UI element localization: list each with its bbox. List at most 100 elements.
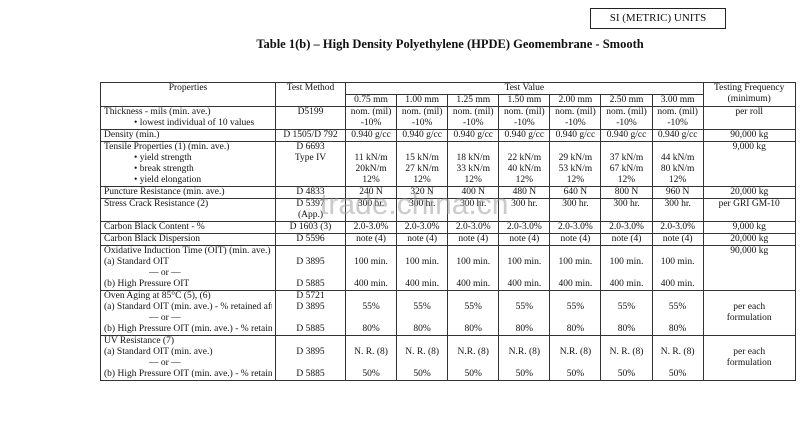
cell-line: 300 hr. xyxy=(511,199,538,209)
method-cell: D 1505/D 792 xyxy=(275,129,346,142)
cell-line: 480 N xyxy=(512,187,537,197)
property-cell: Thickness - mils (min. ave.) • lowest ind… xyxy=(100,106,276,130)
cell-line: nom. (mil) xyxy=(401,107,443,117)
cell-line: note (4) xyxy=(356,234,386,244)
cell-line: N. R. (8) xyxy=(660,347,695,357)
cell-line: 400 min. xyxy=(660,279,695,289)
blank-line xyxy=(707,291,792,302)
cell-line: 12% xyxy=(617,175,636,185)
value-cell: 2.0-3.0% xyxy=(344,221,398,234)
blank-line xyxy=(656,358,700,369)
cell-line: Tensile Properties (1) (min. ave.) xyxy=(104,142,230,152)
frequency-cell: 20,000 kg xyxy=(702,233,796,246)
cell-line: — or — xyxy=(149,268,181,278)
blank-line xyxy=(349,358,393,369)
cell-line: -10% xyxy=(360,118,382,128)
cell-line: (a) Standard OIT (min. ave.) xyxy=(104,347,213,357)
cell-line: 20,000 kg xyxy=(730,187,769,197)
cell-line: D 6693 xyxy=(296,142,325,152)
value-cell: 0.940 g/cc xyxy=(651,129,704,142)
cell-line: D 3895 xyxy=(296,257,325,267)
cell-line: 100 min. xyxy=(609,257,644,267)
cell-line: nom. (mil) xyxy=(452,107,494,117)
cell-line: (a) Standard OIT (min. ave.) - % retaine… xyxy=(104,302,272,312)
method-cell: D 6693 Type IV xyxy=(275,141,346,187)
value-cell: 55% 80% xyxy=(447,290,500,336)
property-cell: UV Resistance (7) (a) Standard OIT (min. … xyxy=(100,335,276,381)
value-cell: 0.940 g/cc xyxy=(344,129,398,142)
value-cell: note (4) xyxy=(344,233,398,246)
cell-line: -10% xyxy=(616,118,637,128)
value-cell: N.R. (8) 50% xyxy=(549,335,602,381)
value-cell: 0.940 g/cc xyxy=(447,129,500,142)
blank-line xyxy=(553,291,597,302)
cell-line: 300 hr. xyxy=(460,199,487,209)
blank-line xyxy=(502,313,546,324)
cell-line: N. R. (8) xyxy=(354,347,388,357)
blank-line xyxy=(400,291,444,302)
value-cell: 960 N xyxy=(651,186,704,199)
thickness-cell: 1.50 mm xyxy=(498,94,551,107)
cell-line: 12% xyxy=(464,175,482,185)
property-cell: Density (min.) xyxy=(100,129,276,142)
cell-line: 400 min. xyxy=(405,279,440,289)
data-row: Carbon Black Content - % D 1603 (3) 2.0-3.… xyxy=(100,221,796,234)
cell-line: per roll xyxy=(735,107,764,117)
value-cell: 300 hr. xyxy=(344,198,398,222)
value-cell: 0.940 g/cc xyxy=(396,129,449,142)
blank-line xyxy=(553,358,597,369)
value-cell: 100 min. 400 min. xyxy=(344,245,398,291)
header-cell: Properties xyxy=(100,82,276,107)
thickness-cell: 0.75 mm xyxy=(344,94,398,107)
cell-line: 80% xyxy=(668,324,687,334)
cell-line: note (4) xyxy=(458,234,489,244)
value-cell: 22 kN/m 40 kN/m 12% xyxy=(498,141,551,187)
cell-line: 12% xyxy=(413,175,431,185)
value-cell: 37 kN/m 67 kN/m 12% xyxy=(600,141,653,187)
cell-line: 800 N xyxy=(614,187,639,197)
data-row: UV Resistance (7) (a) Standard OIT (min. … xyxy=(100,335,796,381)
cell-line: 2.0-3.0% xyxy=(404,222,440,232)
cell-line: 12% xyxy=(362,175,380,185)
cell-line: 9,000 kg xyxy=(732,142,766,152)
data-row: Oven Aging at 85°C (5), (6) (a) Standard … xyxy=(100,290,796,336)
value-cell: 29 kN/m 53 kN/m 12% xyxy=(549,141,602,187)
cell-line: • yield elongation xyxy=(134,175,202,185)
value-cell: note (4) xyxy=(600,233,653,246)
value-cell: N. R. (8) 50% xyxy=(651,335,704,381)
value-cell: N. R. (8) 50% xyxy=(344,335,398,381)
blank-line xyxy=(707,336,792,347)
cell-line: 12% xyxy=(515,175,534,185)
blank-line xyxy=(279,358,342,369)
cell-line: 0.940 g/cc xyxy=(453,130,494,140)
cell-line: 33 kN/m xyxy=(456,164,490,174)
data-row: Thickness - mils (min. ave.) • lowest ind… xyxy=(100,106,796,130)
cell-line: 53 kN/m xyxy=(558,164,593,174)
value-cell: 100 min. 400 min. xyxy=(447,245,500,291)
frequency-cell: per roll xyxy=(702,106,796,130)
method-cell: D 5397 (App.) xyxy=(275,198,346,222)
blank-line xyxy=(553,313,597,324)
blank-line xyxy=(502,358,546,369)
data-row: Density (min.) D 1505/D 792 0.940 g/cc 0.94… xyxy=(100,129,796,142)
value-cell: 800 N xyxy=(600,186,653,199)
cell-line: note (4) xyxy=(509,234,540,244)
cell-line: 2.0-3.0% xyxy=(660,222,696,232)
cell-line: nom. (mil) xyxy=(657,107,698,117)
frequency-cell: 20,000 kg xyxy=(702,186,796,199)
cell-line: 300 hr. xyxy=(357,199,385,209)
frequency-cell: per GRI GM-10 xyxy=(702,198,796,222)
cell-line: per GRI GM-10 xyxy=(718,199,780,209)
value-cell: nom. (mil) -10% xyxy=(651,106,704,130)
cell-line: 55% xyxy=(362,302,380,312)
cell-line: D 1603 (3) xyxy=(289,222,332,232)
cell-line: D5199 xyxy=(297,107,324,117)
property-cell: Stress Crack Resistance (2) xyxy=(100,198,276,222)
cell-line: 20kN/m xyxy=(355,164,387,174)
cell-line: nom. (mil) xyxy=(504,107,545,117)
cell-line: • break strength xyxy=(134,164,194,174)
cell-line: Carbon Black Dispersion xyxy=(104,234,201,244)
blank-line xyxy=(451,246,495,257)
cell-line: D 3895 xyxy=(296,302,325,312)
